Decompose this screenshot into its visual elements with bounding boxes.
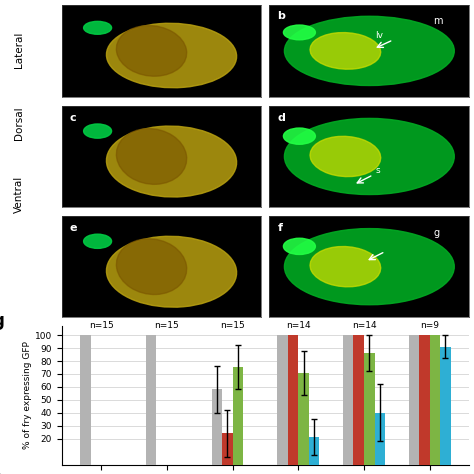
Text: e: e: [70, 223, 77, 233]
Ellipse shape: [117, 128, 187, 184]
Bar: [146, 335, 156, 465]
Text: d: d: [277, 113, 285, 123]
Ellipse shape: [284, 16, 454, 85]
Text: c: c: [70, 113, 76, 123]
Ellipse shape: [117, 26, 187, 76]
Text: f: f: [277, 223, 283, 233]
Ellipse shape: [107, 126, 237, 197]
Text: Dorsal: Dorsal: [14, 107, 24, 140]
Circle shape: [83, 234, 111, 248]
Bar: [374, 413, 385, 465]
Ellipse shape: [107, 236, 237, 307]
Bar: [343, 335, 354, 465]
Text: n=15: n=15: [89, 321, 114, 330]
Bar: [233, 367, 243, 465]
Circle shape: [83, 21, 111, 34]
Bar: [277, 335, 288, 465]
Text: Ventral: Ventral: [14, 176, 24, 213]
Circle shape: [283, 25, 315, 40]
Text: n=15: n=15: [155, 321, 179, 330]
Circle shape: [283, 128, 315, 144]
Bar: [440, 347, 451, 465]
Ellipse shape: [284, 228, 454, 305]
Text: s: s: [375, 166, 380, 175]
Text: lv: lv: [375, 31, 383, 40]
Text: n=14: n=14: [352, 321, 376, 330]
Bar: [309, 438, 319, 465]
Ellipse shape: [310, 33, 381, 69]
Circle shape: [283, 238, 315, 255]
Bar: [211, 390, 222, 465]
Bar: [354, 335, 364, 465]
Text: g: g: [433, 228, 439, 238]
Ellipse shape: [117, 239, 187, 294]
Circle shape: [83, 124, 111, 138]
Bar: [430, 335, 440, 465]
Text: m: m: [433, 16, 443, 26]
Text: g: g: [0, 312, 4, 330]
Bar: [364, 353, 374, 465]
Text: n=14: n=14: [286, 321, 310, 330]
Bar: [419, 335, 430, 465]
Bar: [222, 433, 233, 465]
Text: b: b: [277, 11, 285, 21]
Ellipse shape: [310, 246, 381, 287]
Y-axis label: % of fry expressing GFP: % of fry expressing GFP: [23, 341, 32, 449]
Bar: [288, 335, 298, 465]
Text: Lateral: Lateral: [14, 32, 24, 68]
Text: n=15: n=15: [220, 321, 245, 330]
Ellipse shape: [284, 118, 454, 194]
Ellipse shape: [310, 137, 381, 177]
Bar: [80, 335, 91, 465]
Text: n=9: n=9: [420, 321, 439, 330]
Bar: [298, 373, 309, 465]
Bar: [409, 335, 419, 465]
Ellipse shape: [107, 23, 237, 88]
